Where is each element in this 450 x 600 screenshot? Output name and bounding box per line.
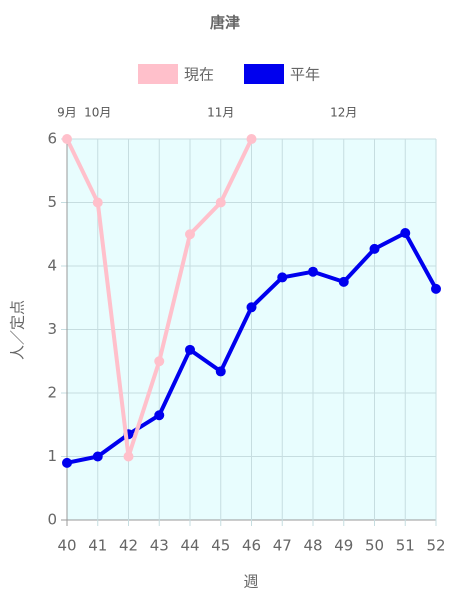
y-tick-label: 4 (47, 257, 57, 275)
legend-label: 現在 (184, 66, 214, 84)
x-tick-label: 49 (334, 537, 353, 555)
data-point (246, 302, 257, 313)
data-point (400, 227, 411, 238)
x-tick-label: 42 (119, 537, 138, 555)
y-tick-label: 1 (47, 447, 57, 465)
x-axis-title: 週 (243, 573, 258, 591)
x-tick-label: 48 (303, 537, 322, 555)
y-tick-label: 2 (47, 384, 57, 402)
x-tick-label: 45 (211, 537, 230, 555)
legend-swatch (138, 64, 178, 84)
x-tick-label: 44 (180, 537, 199, 555)
data-point (369, 243, 380, 254)
month-label: 12月 (330, 106, 357, 120)
data-point (123, 451, 134, 462)
month-label: 11月 (207, 106, 234, 120)
x-tick-label: 50 (365, 537, 384, 555)
y-axis-title: 人／定点 (9, 300, 27, 360)
x-tick-label: 41 (88, 537, 107, 555)
x-tick-label: 46 (242, 537, 261, 555)
y-tick-label: 0 (47, 511, 57, 529)
data-point (92, 197, 103, 208)
y-tick-label: 6 (47, 130, 57, 148)
x-tick-label: 52 (426, 537, 445, 555)
data-point (62, 457, 72, 468)
legend-swatch (244, 64, 284, 84)
month-label: 10月 (84, 106, 111, 120)
data-point (215, 366, 226, 377)
data-point (246, 134, 257, 144)
data-point (185, 229, 195, 240)
data-point (215, 197, 226, 208)
x-tick-label: 47 (273, 537, 292, 555)
data-point (154, 356, 165, 367)
data-point (154, 410, 165, 421)
data-point (62, 134, 72, 144)
y-tick-label: 3 (47, 320, 57, 338)
x-tick-label: 40 (57, 537, 76, 555)
data-point (185, 344, 195, 355)
data-point (92, 451, 103, 462)
y-tick-label: 5 (47, 193, 57, 211)
month-label: 9月 (57, 106, 77, 120)
data-point (277, 272, 288, 283)
x-tick-label: 43 (150, 537, 169, 555)
legend-label: 平年 (290, 66, 320, 84)
data-point (338, 276, 349, 287)
data-point (431, 283, 441, 294)
data-point (308, 266, 318, 277)
x-tick-label: 51 (396, 537, 415, 555)
chart-title: 唐津 (210, 14, 240, 32)
